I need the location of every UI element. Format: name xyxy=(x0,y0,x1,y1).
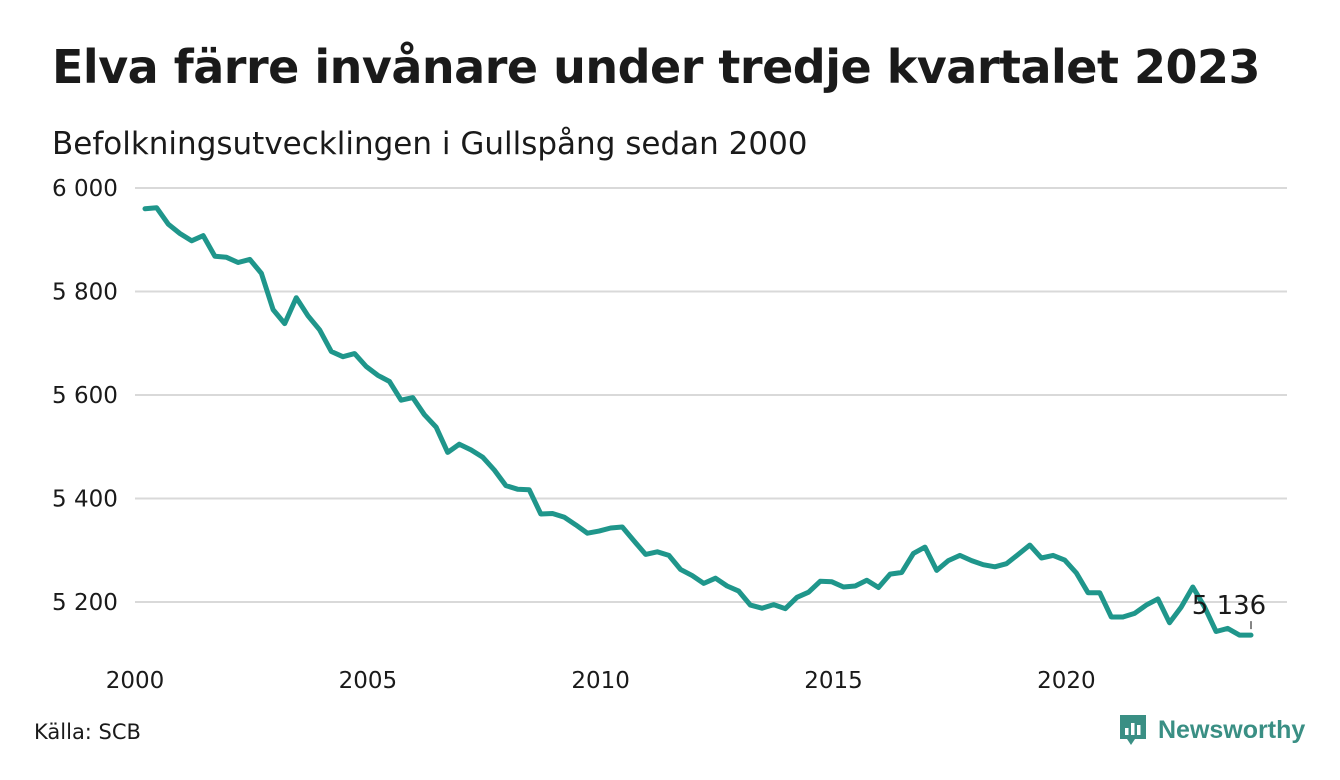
end-value-label: 5 136 xyxy=(1192,591,1266,621)
y-tick-label: 5 600 xyxy=(52,383,118,409)
y-tick-label: 6 000 xyxy=(52,176,118,202)
brand-name: Newsworthy xyxy=(1158,715,1306,744)
population-line xyxy=(142,205,1254,638)
y-tick-label: 5 200 xyxy=(52,590,118,616)
y-tick-label: 5 800 xyxy=(52,280,118,306)
chart-title: Elva färre invånare under tredje kvartal… xyxy=(52,40,1261,94)
x-axis-ticks: 2000 2005 2010 2015 2020 xyxy=(106,668,1096,694)
y-tick-label: 5 400 xyxy=(52,487,118,513)
y-axis-ticks: 5 200 5 400 5 600 5 800 6 000 xyxy=(52,176,118,616)
x-tick-label: 2000 xyxy=(106,668,165,694)
x-tick-label: 2020 xyxy=(1037,668,1096,694)
x-tick-label: 2010 xyxy=(571,668,630,694)
gridlines xyxy=(135,187,1287,603)
x-tick-label: 2005 xyxy=(339,668,398,694)
brand-logo: Newsworthy xyxy=(1118,712,1305,748)
newsworthy-logo-icon xyxy=(1120,715,1146,745)
x-tick-label: 2015 xyxy=(804,668,863,694)
source-note: Källa: SCB xyxy=(34,720,141,744)
chart-subtitle: Befolkningsutvecklingen i Gullspång seda… xyxy=(52,126,808,162)
